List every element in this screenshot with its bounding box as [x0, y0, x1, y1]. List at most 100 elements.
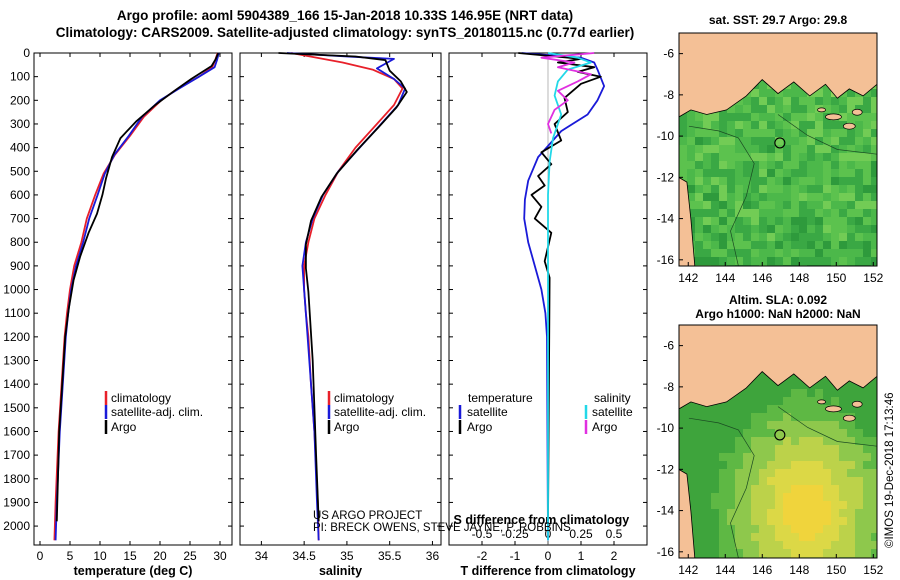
map-data-cell — [751, 549, 759, 557]
map-data-cell — [695, 517, 703, 525]
map-data-cell — [687, 501, 695, 509]
map-data-cell — [847, 501, 855, 509]
map-data-cell — [839, 389, 847, 397]
map-x-tick-label: 148 — [789, 563, 809, 577]
map-data-cell — [791, 89, 799, 97]
map-data-cell — [799, 145, 807, 153]
x-tick-label: 5 — [67, 549, 74, 563]
map-data-cell — [871, 201, 877, 209]
map-data-cell — [823, 169, 831, 177]
map-data-cell — [839, 445, 847, 453]
map-data-cell — [719, 405, 727, 413]
map-data-cell — [703, 477, 711, 485]
map-data-cell — [775, 193, 783, 201]
map-data-cell — [703, 169, 711, 177]
map-data-cell — [743, 541, 751, 549]
map-data-cell — [791, 233, 799, 241]
map-data-cell — [767, 509, 775, 517]
map-data-cell — [831, 549, 839, 557]
map-data-cell — [799, 445, 807, 453]
land-mass — [678, 324, 878, 410]
map-data-cell — [735, 113, 743, 121]
x-tick-label: 2 — [611, 549, 618, 563]
map-data-cell — [767, 89, 775, 97]
map-data-cell — [791, 249, 799, 257]
map-data-cell — [759, 541, 767, 549]
map-data-cell — [719, 225, 727, 233]
map-data-cell — [775, 549, 783, 557]
map-data-cell — [823, 161, 831, 169]
map-data-cell — [791, 209, 799, 217]
map-data-cell — [871, 501, 877, 509]
y-tick-label: 1100 — [4, 306, 30, 320]
map-data-cell — [711, 217, 719, 225]
map-data-cell — [799, 381, 807, 389]
map-y-tick-label: -8 — [663, 88, 674, 102]
map-data-cell — [783, 257, 791, 265]
legend-temp-argo-label: Argo — [467, 420, 493, 434]
map-data-cell — [847, 485, 855, 493]
map-data-cell — [759, 137, 767, 145]
map-data-cell — [863, 145, 871, 153]
depth-contour — [777, 114, 878, 155]
map-data-cell — [815, 257, 823, 265]
y-tick-label: 1000 — [3, 283, 30, 297]
map-data-cell — [711, 113, 719, 121]
map-data-cell — [847, 129, 855, 137]
map-data-cell — [759, 493, 767, 501]
map-data-cell — [863, 509, 871, 517]
map-data-cell — [791, 389, 799, 397]
map-data-cell — [775, 389, 783, 397]
map-data-cell — [735, 121, 743, 129]
map-data-cell — [743, 177, 751, 185]
map-data-cell — [871, 389, 877, 397]
map-data-cell — [863, 437, 871, 445]
map-data-cell — [727, 429, 735, 437]
map-data-cell — [855, 541, 863, 549]
map-data-cell — [687, 129, 695, 137]
map-data-cell — [735, 129, 743, 137]
map-data-cell — [807, 509, 815, 517]
map-data-cell — [695, 209, 703, 217]
map-data-cell — [807, 517, 815, 525]
map-data-cell — [727, 233, 735, 241]
map-data-cell — [791, 437, 799, 445]
map-data-cell — [839, 129, 847, 137]
map-y-tick-label: -10 — [657, 129, 675, 143]
map-data-cell — [767, 193, 775, 201]
map-data-cell — [751, 161, 759, 169]
map-data-cell — [759, 397, 767, 405]
map-data-cell — [783, 453, 791, 461]
map-data-cell — [719, 161, 727, 169]
map-data-cell — [815, 129, 823, 137]
map-data-cell — [839, 421, 847, 429]
map-data-cell — [783, 169, 791, 177]
map-data-cell — [703, 485, 711, 493]
map-data-cell — [823, 517, 831, 525]
map-data-cell — [823, 217, 831, 225]
map-data-cell — [863, 525, 871, 533]
map-data-cell — [719, 217, 727, 225]
map-data-cell — [767, 137, 775, 145]
map-data-cell — [863, 257, 871, 265]
map-data-cell — [839, 485, 847, 493]
map-data-cell — [871, 249, 877, 257]
map-data-cell — [823, 429, 831, 437]
map-data-cell — [679, 421, 687, 429]
map-data-cell — [799, 469, 807, 477]
map-data-cell — [799, 249, 807, 257]
map-data-cell — [751, 233, 759, 241]
map-data-cell — [847, 509, 855, 517]
map-data-cell — [751, 533, 759, 541]
legend-salinity-heading: salinity — [594, 391, 631, 405]
map-y-tick-label: -12 — [657, 170, 675, 184]
map-data-cell — [767, 445, 775, 453]
map-data-cell — [727, 509, 735, 517]
series-line-salinity-argo — [540, 52, 595, 134]
map-data-cell — [871, 145, 877, 153]
map-data-cell — [719, 477, 727, 485]
map-data-cell — [783, 517, 791, 525]
map-data-cell — [751, 541, 759, 549]
map-data-cell — [807, 137, 815, 145]
map-data-cell — [719, 541, 727, 549]
